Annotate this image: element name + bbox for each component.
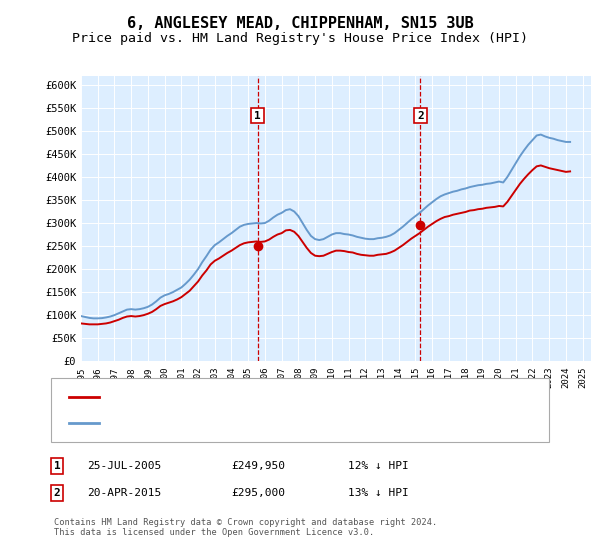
Text: 2: 2 <box>417 110 424 120</box>
Text: Price paid vs. HM Land Registry's House Price Index (HPI): Price paid vs. HM Land Registry's House … <box>72 32 528 45</box>
Text: 20-APR-2015: 20-APR-2015 <box>87 488 161 498</box>
Text: £295,000: £295,000 <box>231 488 285 498</box>
Text: 25-JUL-2005: 25-JUL-2005 <box>87 461 161 471</box>
Text: 1: 1 <box>254 110 261 120</box>
Text: 2: 2 <box>53 488 61 498</box>
Text: 6, ANGLESEY MEAD, CHIPPENHAM, SN15 3UB: 6, ANGLESEY MEAD, CHIPPENHAM, SN15 3UB <box>127 16 473 31</box>
Text: 6, ANGLESEY MEAD, CHIPPENHAM, SN15 3UB (detached house): 6, ANGLESEY MEAD, CHIPPENHAM, SN15 3UB (… <box>105 392 428 402</box>
Text: 13% ↓ HPI: 13% ↓ HPI <box>348 488 409 498</box>
Text: Contains HM Land Registry data © Crown copyright and database right 2024.
This d: Contains HM Land Registry data © Crown c… <box>54 518 437 538</box>
Text: 1: 1 <box>53 461 61 471</box>
Text: 12% ↓ HPI: 12% ↓ HPI <box>348 461 409 471</box>
Text: £249,950: £249,950 <box>231 461 285 471</box>
Text: HPI: Average price, detached house, Wiltshire: HPI: Average price, detached house, Wilt… <box>105 418 370 428</box>
